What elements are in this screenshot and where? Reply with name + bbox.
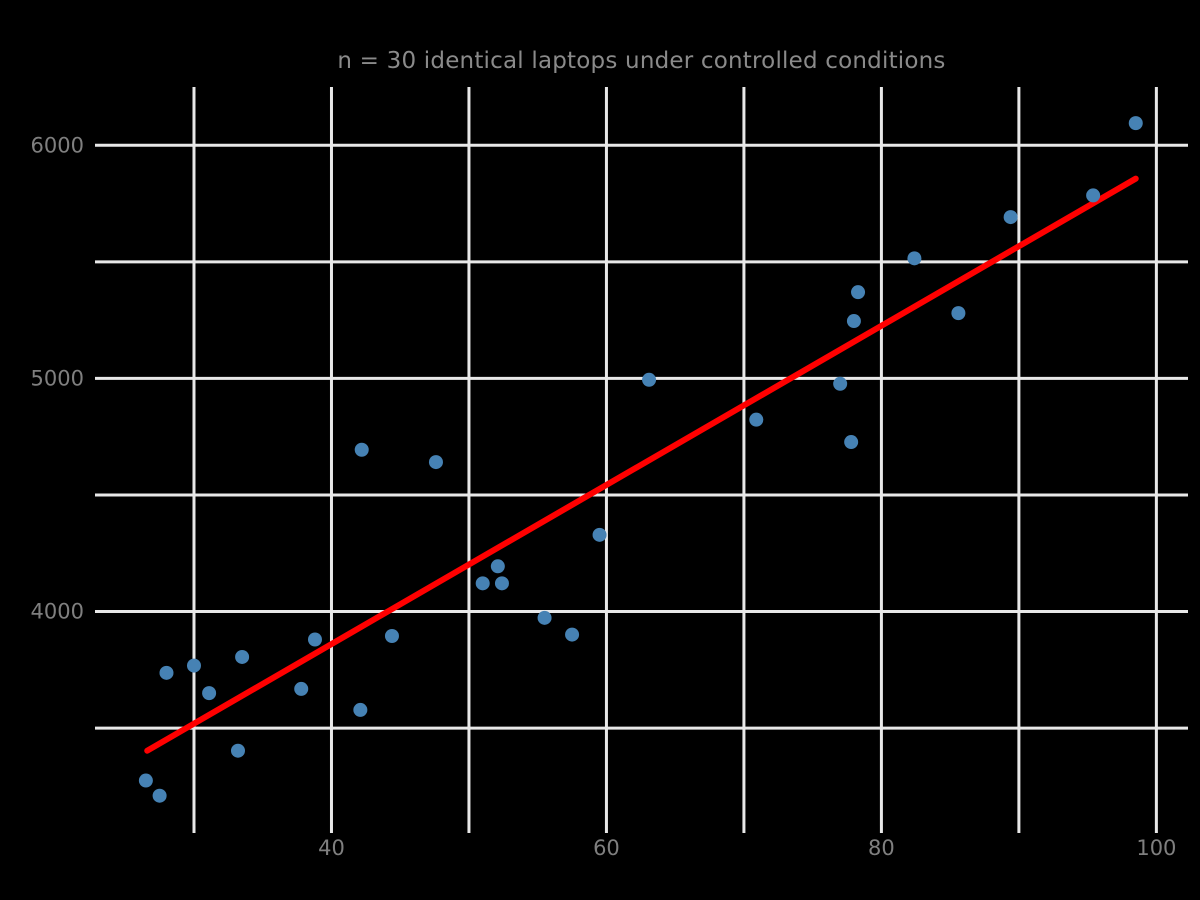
y-axis-tick-label: 5000 [31, 366, 84, 390]
data-point [294, 681, 309, 696]
y-axis-tick-label: 6000 [31, 133, 84, 157]
data-point [565, 627, 580, 642]
data-point [475, 576, 490, 591]
y-axis-tick-label: 4000 [31, 600, 84, 624]
data-point [307, 632, 322, 647]
x-axis-tick-label: 60 [593, 836, 620, 860]
data-point [138, 773, 153, 788]
data-point [951, 306, 966, 321]
data-point [642, 372, 657, 387]
data-point [749, 412, 764, 427]
chart-title: n = 30 identical laptops under controlle… [337, 48, 946, 74]
data-point [490, 559, 505, 574]
data-point [159, 665, 174, 680]
data-point [354, 442, 369, 457]
data-point [353, 702, 368, 717]
data-point [537, 610, 552, 625]
data-point [851, 285, 866, 300]
trend-line [144, 175, 1139, 754]
data-point [230, 743, 245, 758]
data-point [592, 527, 607, 542]
data-point [846, 314, 861, 329]
data-point [844, 435, 859, 450]
data-point [1086, 188, 1101, 203]
data-point [1003, 210, 1018, 225]
data-point [235, 649, 250, 664]
data-point [907, 251, 922, 266]
data-point [202, 686, 217, 701]
data-point [833, 376, 848, 391]
data-point [428, 455, 443, 470]
x-axis-tick-label: 80 [868, 836, 895, 860]
data-point [152, 788, 167, 803]
x-axis-tick-label: 100 [1136, 836, 1176, 860]
x-axis-tick-label: 40 [318, 836, 345, 860]
data-point [384, 629, 399, 644]
data-point [1128, 116, 1143, 131]
data-point [186, 658, 201, 673]
data-point [494, 576, 509, 591]
